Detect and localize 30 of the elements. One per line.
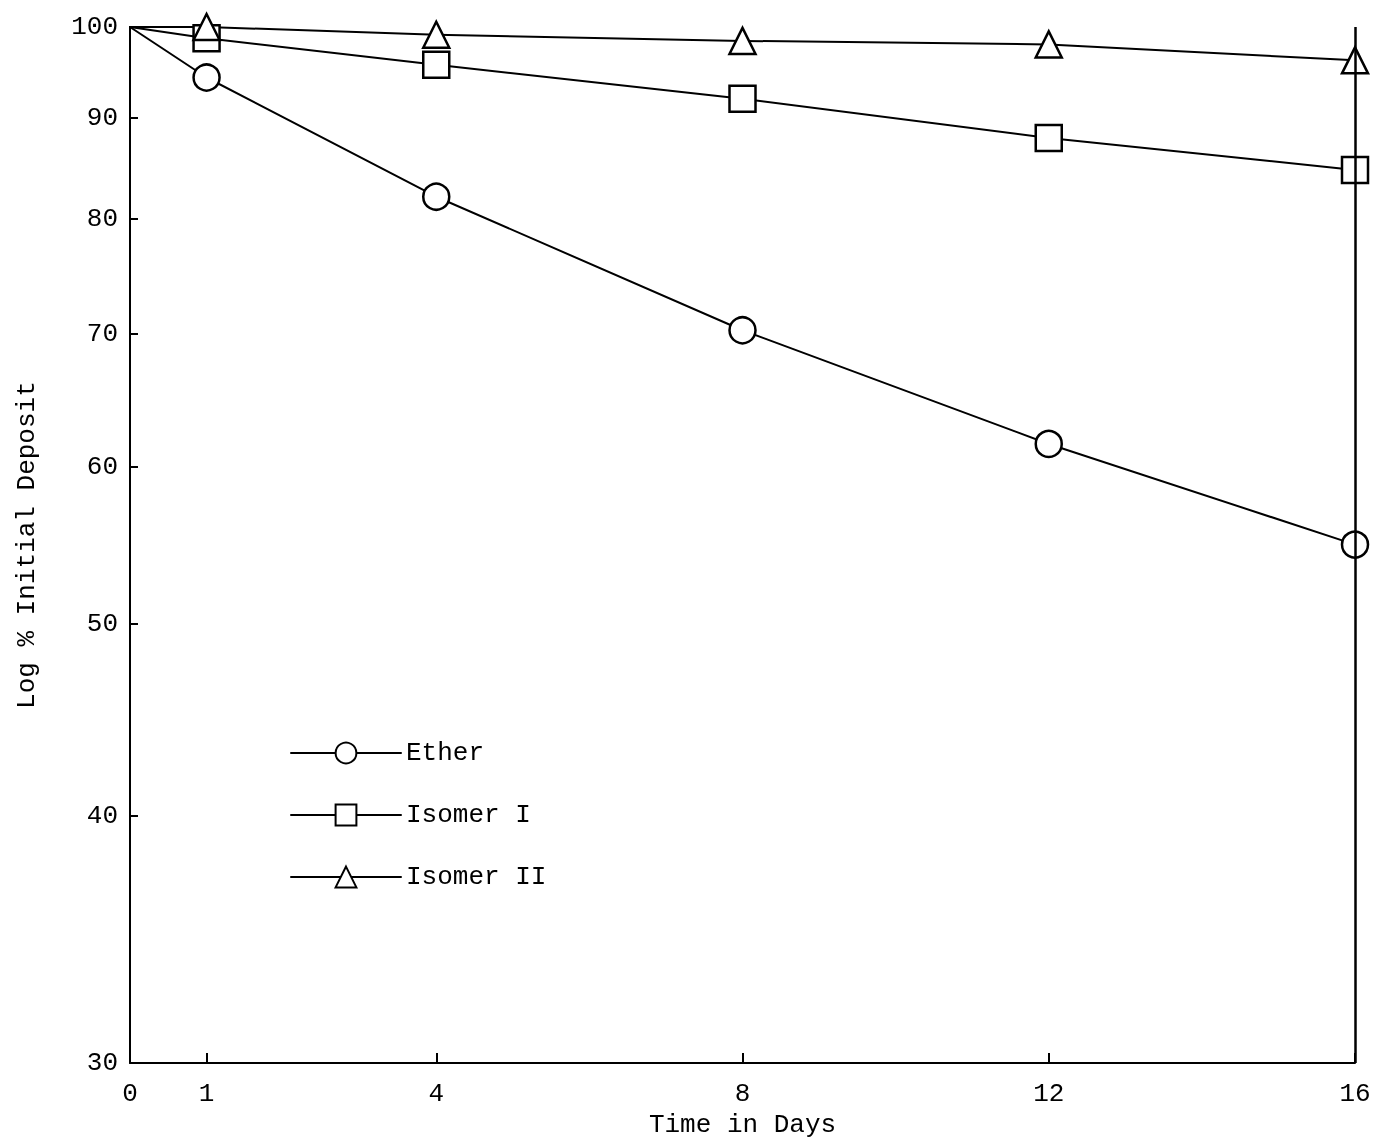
x-tick-label: 12 [1033,1079,1065,1110]
x-tick-label: 8 [734,1079,751,1110]
point [422,20,451,50]
x-tick-label: 0 [122,1079,138,1110]
point [192,12,221,42]
point [192,63,221,92]
y-tick-label: 50 [86,608,118,639]
y-tick-label: 100 [71,12,118,42]
x-axis-title: Time in Days [648,1110,837,1140]
point [1034,30,1063,59]
y-tick-label: 40 [86,800,118,831]
x-tick-label: 1 [198,1079,215,1110]
x-tick-label: 4 [428,1079,445,1110]
point [728,84,757,114]
point [422,182,451,211]
point [1034,123,1063,153]
point [728,316,757,345]
legend-label: Isomer II [406,862,547,892]
y-tick-label: 90 [86,102,118,133]
point [1034,429,1063,459]
legend-label: Isomer I [406,800,531,830]
x-tick-label: 16 [1339,1079,1371,1110]
y-tick-label: 30 [86,1048,118,1079]
y-axis-title: Log % Initial Deposit [12,381,42,709]
legend-label: Ether [406,738,485,768]
y-tick-label: 60 [86,451,118,482]
point [728,26,757,56]
y-tick-label: 80 [86,204,118,235]
y-tick-label: 70 [86,318,118,349]
point [422,50,451,80]
